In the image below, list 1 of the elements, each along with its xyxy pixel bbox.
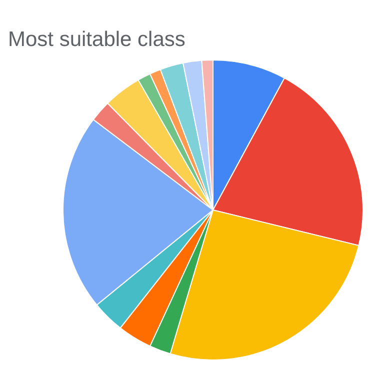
chart-title: Most suitable class — [8, 28, 186, 51]
